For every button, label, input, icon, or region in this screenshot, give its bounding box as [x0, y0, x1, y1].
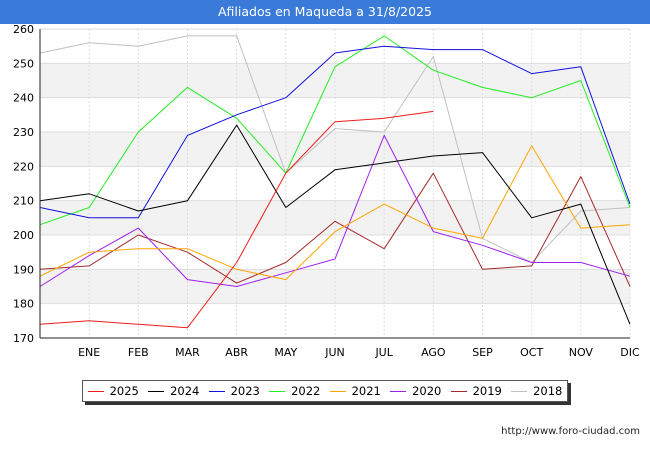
y-tick-label: 230	[13, 126, 34, 139]
legend-label: 2023	[230, 384, 260, 398]
x-tick-label-ago: AGO	[421, 346, 446, 359]
grid-bands	[40, 63, 630, 304]
x-axis-tick-labels: ENE FEB MAR ABR MAY JUN JUL AGO SEP OCT NOV DIC	[78, 346, 640, 359]
series-line-2024	[39, 124, 631, 325]
x-tick-label-sep: SEP	[472, 346, 493, 359]
x-tick-label-jun: JUN	[324, 346, 345, 359]
legend-label: 2019	[472, 384, 502, 398]
legend-swatch	[269, 390, 286, 392]
legend-item-2020: 2020	[390, 384, 441, 398]
legend: 2025 2024 2023 2022 2021 2020 2019 2018	[82, 380, 568, 402]
x-tick-label-abr: ABR	[225, 346, 248, 359]
legend-item-2019: 2019	[450, 384, 502, 398]
legend-swatch	[450, 390, 467, 392]
legend-item-2018: 2018	[511, 384, 562, 398]
legend-swatch	[511, 390, 528, 392]
series-line-2022	[39, 35, 631, 226]
legend-swatch	[329, 390, 346, 392]
legend-label: 2018	[533, 384, 563, 398]
legend-swatch	[87, 390, 104, 392]
legend-label: 2020	[412, 384, 442, 398]
series-line-2023	[39, 45, 631, 219]
y-tick-label: 190	[13, 263, 34, 276]
y-tick-label: 210	[13, 195, 34, 208]
x-tick-label-may: MAY	[274, 346, 297, 359]
legend-item-2024: 2024	[148, 384, 199, 398]
legend-label: 2022	[291, 384, 321, 398]
legend-item-2021: 2021	[329, 384, 381, 398]
legend-swatch	[390, 390, 407, 392]
legend-label: 2024	[170, 384, 200, 398]
y-tick-label: 180	[13, 298, 34, 311]
y-tick-label: 260	[13, 23, 34, 36]
series-lines	[39, 35, 631, 329]
grid-band	[40, 63, 630, 98]
x-tick-label-nov: NOV	[569, 346, 594, 359]
series-line-2025	[39, 110, 434, 329]
y-tick-label: 200	[13, 229, 34, 242]
x-tick-label-dic: DIC	[620, 346, 640, 359]
legend-swatch	[208, 390, 225, 392]
legend-item-2022: 2022	[269, 384, 320, 398]
x-tick-label-ene: ENE	[78, 346, 100, 359]
legend-label: 2021	[351, 384, 381, 398]
y-tick-label: 170	[13, 332, 34, 345]
y-axis-tick-labels: 170 180 190 200 210 220 230 240 250 260	[13, 23, 34, 345]
x-tick-label-oct: OCT	[520, 346, 543, 359]
y-tick-label: 240	[13, 92, 34, 105]
x-tick-label-mar: MAR	[175, 346, 200, 359]
series-line-2020	[39, 134, 631, 287]
x-tick-label-jul: JUL	[374, 346, 393, 359]
chart-title: Afiliados en Maqueda a 31/8/2025	[0, 0, 650, 24]
source-credit: http://www.foro-ciudad.com	[501, 426, 640, 437]
y-tick-label: 220	[13, 160, 34, 173]
series-line-2019	[39, 172, 631, 287]
legend-swatch	[148, 390, 165, 392]
y-tick-label: 250	[13, 57, 34, 70]
legend-item-2025: 2025	[87, 384, 139, 398]
legend-label: 2025	[109, 384, 139, 398]
series-line-2021	[39, 145, 631, 281]
x-tick-label-feb: FEB	[128, 346, 149, 359]
legend-item-2023: 2023	[208, 384, 260, 398]
